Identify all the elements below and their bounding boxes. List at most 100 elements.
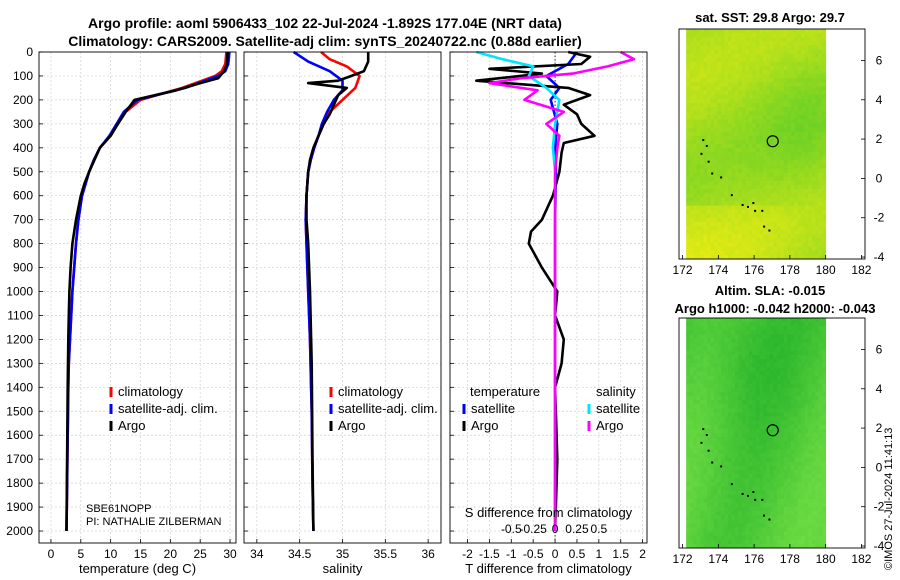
heatmap-cell [724,404,729,409]
heatmap-cell [787,98,792,104]
heatmap-cell [801,49,806,55]
heatmap-cell [721,506,725,512]
heatmap-cell [773,82,778,87]
heatmap-cell [717,527,722,532]
heatmap-cell [783,250,788,256]
heatmap-cell [822,515,827,520]
heatmap-cell [790,338,795,344]
heatmap-cell [811,461,816,467]
heatmap-cell [724,515,729,520]
heatmap-cell [752,160,757,165]
heatmap-cell [811,511,816,516]
heatmap-cell [731,123,736,128]
heatmap-cell [780,354,785,360]
coastline-dot [763,225,766,228]
heatmap-cell [689,486,694,491]
heatmap-cell [748,176,753,182]
heatmap-cell [703,33,708,38]
heatmap-cell [811,107,816,112]
heatmap-cell [755,123,760,128]
heatmap-cell [689,474,694,479]
heatmap-cell [815,242,820,248]
heatmap-cell [790,379,795,385]
heatmap-cell [759,86,764,92]
heatmap-cell [815,139,820,145]
heatmap-cell [693,131,698,137]
heatmap-cell [780,416,785,422]
tick-label-y: 0 [26,45,33,59]
heatmap-cell [808,515,813,520]
heatmap-cell [794,535,799,541]
heatmap-cell [776,197,781,202]
heatmap-cell [794,334,799,339]
heatmap-cell [707,506,711,512]
heatmap-cell [724,254,729,260]
heatmap-cell [773,506,778,512]
heatmap-cell [797,424,802,430]
heatmap-cell [804,363,809,368]
heatmap-cell [752,180,757,186]
heatmap-cell [734,111,739,116]
heatmap-cell [818,474,823,479]
heatmap-cell [745,428,750,434]
heatmap-cell [710,217,715,223]
heatmap-cell [811,78,816,83]
heatmap-cell [714,354,718,360]
heatmap-cell [707,156,711,161]
heatmap-cell [815,354,820,360]
heatmap-cell [769,152,774,157]
heatmap-cell [811,342,816,348]
heatmap-cell [693,156,698,161]
heatmap-cell [741,74,746,79]
heatmap-cell [700,498,704,504]
heatmap-cell [693,482,698,487]
heatmap-cell [762,531,767,537]
heatmap-cell [696,197,701,202]
heatmap-cell [689,371,694,376]
heatmap-cell [822,482,827,487]
heatmap-cell [787,107,792,112]
heatmap-cell [804,539,809,545]
heatmap-cell [693,543,698,549]
heatmap-cell [804,234,809,239]
heatmap-cell [755,338,760,344]
heatmap-cell [804,486,809,491]
heatmap-cell [822,49,827,55]
tick-label-y: -4 [874,539,885,553]
heatmap-cell [780,371,785,376]
heatmap-cell [801,391,806,397]
heatmap-cell [780,90,785,96]
heatmap-cell [731,535,736,541]
heatmap-cell [738,37,743,42]
heatmap-cell [714,383,718,389]
heatmap-cell [755,61,760,67]
coastline-dot [711,172,714,175]
heatmap-cell [762,453,767,459]
heatmap-cell [787,160,792,165]
heatmap-cell [728,350,732,356]
heatmap-cell [818,197,823,202]
map-frame [678,28,866,260]
heatmap-cell [797,53,802,59]
heatmap-cell [714,197,718,202]
heatmap-cell [752,408,757,413]
heatmap-cell [776,490,781,496]
heatmap-cell [759,363,764,368]
heatmap-cell [700,437,704,442]
diff-t-legend-label: satellite [471,401,515,416]
heatmap-cell [689,375,694,381]
heatmap-cell [707,53,711,59]
heatmap-cell [790,246,795,252]
heatmap-cell [815,420,820,426]
heatmap-cell [703,90,708,96]
heatmap-cell [801,70,806,75]
heatmap-cell [804,49,809,55]
heatmap-cell [773,189,778,194]
heatmap-cell [755,242,760,248]
heatmap-cell [801,102,806,108]
heatmap-cell [696,238,701,243]
heatmap-cell [766,523,771,528]
heatmap-cell [714,135,718,141]
heatmap-cell [748,453,753,459]
heatmap-cell [797,78,802,83]
